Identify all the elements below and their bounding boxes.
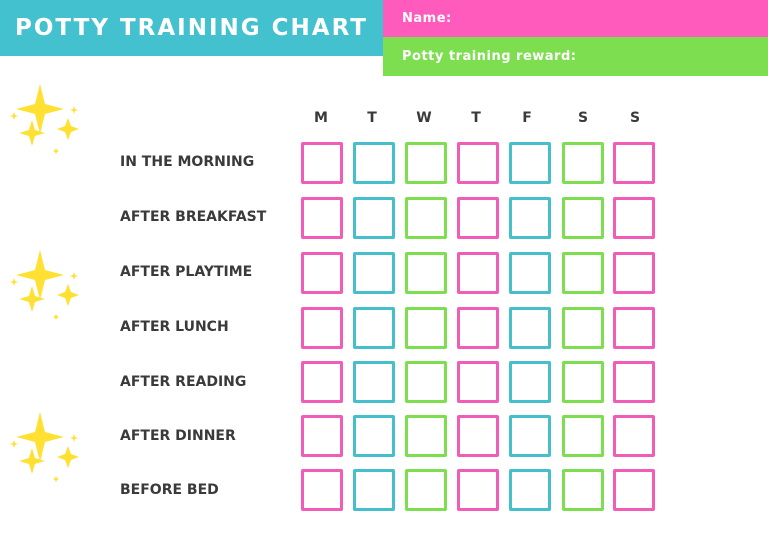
checkbox[interactable] [301, 252, 343, 294]
day-header-friday: F [522, 110, 532, 126]
checkbox[interactable] [301, 197, 343, 239]
chart-title: POTTY TRAINING CHART [0, 0, 383, 56]
checkbox[interactable] [405, 142, 447, 184]
checkbox[interactable] [457, 415, 499, 457]
checkbox[interactable] [405, 197, 447, 239]
day-header-monday: M [314, 110, 328, 126]
checkbox[interactable] [405, 252, 447, 294]
checkbox[interactable] [509, 415, 551, 457]
row-label-after-breakfast: AFTER BREAKFAST [120, 209, 267, 225]
checkbox[interactable] [562, 142, 604, 184]
checkbox[interactable] [509, 252, 551, 294]
row-label-before-bed: BEFORE BED [120, 482, 219, 498]
checkbox[interactable] [613, 415, 655, 457]
checkbox[interactable] [353, 469, 395, 511]
checkbox[interactable] [509, 197, 551, 239]
row-label-after-playtime: AFTER PLAYTIME [120, 264, 253, 280]
day-header-tuesday: T [367, 110, 377, 126]
checkbox[interactable] [405, 469, 447, 511]
row-label-morning: IN THE MORNING [120, 154, 255, 170]
checkbox[interactable] [405, 361, 447, 403]
day-header-sunday: S [629, 110, 641, 126]
checkbox[interactable] [405, 307, 447, 349]
checkbox[interactable] [562, 252, 604, 294]
star-cluster-icon [10, 84, 79, 154]
reward-label: Potty training reward: [402, 49, 577, 64]
checkbox[interactable] [457, 307, 499, 349]
checkbox[interactable] [613, 197, 655, 239]
checkbox[interactable] [509, 142, 551, 184]
checkbox[interactable] [613, 361, 655, 403]
day-header-wednesday: W [416, 110, 432, 126]
checkbox[interactable] [353, 307, 395, 349]
checkbox[interactable] [613, 469, 655, 511]
checkbox[interactable] [301, 361, 343, 403]
checkbox[interactable] [562, 307, 604, 349]
checkbox[interactable] [301, 307, 343, 349]
checkbox[interactable] [301, 469, 343, 511]
checkbox[interactable] [509, 469, 551, 511]
checkbox[interactable] [562, 361, 604, 403]
checkbox[interactable] [301, 142, 343, 184]
day-header-thursday: T [471, 110, 481, 126]
checkbox[interactable] [405, 415, 447, 457]
star-cluster-icon [10, 250, 79, 320]
checkbox[interactable] [562, 197, 604, 239]
name-field[interactable]: Name: [383, 0, 768, 37]
checkbox[interactable] [301, 415, 343, 457]
checkbox[interactable] [353, 415, 395, 457]
checkbox[interactable] [509, 307, 551, 349]
checkbox[interactable] [613, 142, 655, 184]
row-label-after-reading: AFTER READING [120, 374, 247, 390]
star-cluster-icon [10, 412, 79, 482]
checkbox[interactable] [457, 142, 499, 184]
checkbox[interactable] [562, 469, 604, 511]
checkbox[interactable] [353, 361, 395, 403]
checkbox[interactable] [457, 197, 499, 239]
checkbox[interactable] [613, 252, 655, 294]
checkbox[interactable] [457, 361, 499, 403]
checkbox[interactable] [613, 307, 655, 349]
name-label: Name: [402, 11, 452, 26]
row-label-after-dinner: AFTER DINNER [120, 428, 236, 444]
checkbox[interactable] [353, 252, 395, 294]
checkbox[interactable] [353, 142, 395, 184]
reward-field[interactable]: Potty training reward: [383, 37, 768, 76]
checkbox[interactable] [353, 197, 395, 239]
checkbox[interactable] [509, 361, 551, 403]
row-label-after-lunch: AFTER LUNCH [120, 319, 229, 335]
checkbox[interactable] [457, 252, 499, 294]
day-header-saturday: S [577, 110, 589, 126]
checkbox[interactable] [457, 469, 499, 511]
checkbox[interactable] [562, 415, 604, 457]
